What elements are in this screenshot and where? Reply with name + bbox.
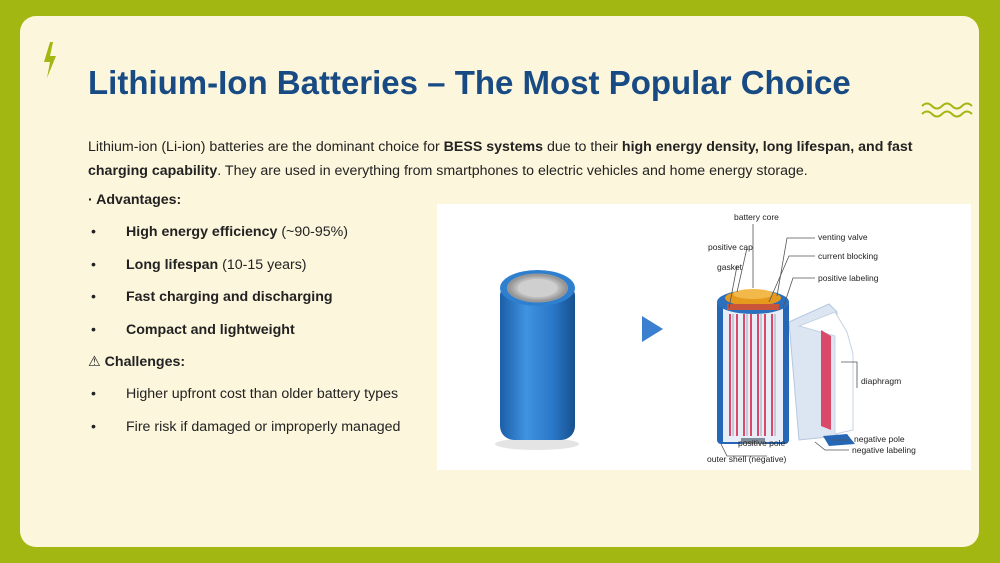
bullet: • — [91, 321, 96, 338]
list-item: • Long lifespan (10-15 years) — [88, 254, 448, 276]
item-text: (10-15 years) — [218, 256, 307, 273]
item-text: (~90-95%) — [277, 224, 348, 240]
bullet: • — [91, 224, 96, 240]
label-positive-pole: positive pole — [738, 438, 786, 448]
list-item: • Higher upfront cost than older battery … — [88, 383, 448, 405]
item-bold: Long lifespan — [126, 256, 219, 273]
intro-text-3: . They are used in everything from smart… — [217, 163, 808, 179]
intro-paragraph: Lithium-ion (Li-ion) batteries are the d… — [88, 135, 923, 183]
intro-bold-1: BESS systems — [443, 139, 544, 155]
triangle-arrow-icon — [642, 316, 663, 342]
intro-text-2: due to their — [543, 139, 622, 155]
bullet: • — [91, 418, 96, 435]
label-current-blocking: current blocking — [818, 251, 878, 261]
challenges-heading: ⚠ Challenges: — [88, 354, 186, 370]
item-bold: High energy efficiency — [126, 224, 278, 240]
battery-cell-image — [495, 270, 579, 450]
label-negative-pole: negative pole — [854, 434, 905, 444]
battery-diagram: battery core venting valve positive cap … — [437, 204, 971, 470]
label-diaphragm: diaphragm — [861, 376, 901, 386]
bullet: • — [91, 289, 96, 305]
wave-icon — [921, 102, 973, 118]
list-item: • Fast charging and discharging — [88, 286, 448, 308]
slide-card: Lithium-Ion Batteries – The Most Popular… — [20, 16, 979, 547]
label-gasket: gasket — [717, 262, 743, 272]
label-battery-core: battery core — [734, 212, 779, 222]
battery-diagram-svg: battery core venting valve positive cap … — [495, 212, 916, 464]
bullet: • — [91, 386, 96, 402]
page-title: Lithium-Ion Batteries – The Most Popular… — [88, 64, 851, 101]
item-text: Higher upfront cost than older battery t… — [126, 386, 399, 402]
lightning-bolt-icon — [44, 42, 56, 78]
list-item: • Compact and lightweight — [88, 319, 448, 341]
bullet: • — [91, 256, 96, 273]
label-outer-shell: outer shell (negative) — [707, 454, 787, 464]
list-item: • Fire risk if damaged or improperly mana… — [88, 416, 448, 438]
feature-list: · Advantages: • High energy efficiency (~… — [88, 189, 448, 448]
label-negative-labeling: negative labeling — [852, 445, 916, 455]
label-positive-labeling: positive labeling — [818, 273, 879, 283]
item-bold: Compact and lightweight — [126, 321, 295, 338]
label-positive-cap: positive cap — [708, 242, 753, 252]
item-bold: Fast charging and discharging — [126, 289, 333, 305]
list-item: • High energy efficiency (~90-95%) — [88, 221, 448, 243]
advantages-heading: · Advantages: — [88, 192, 182, 208]
intro-text-1: Lithium-ion (Li-ion) batteries are the d… — [88, 139, 444, 155]
cutaway-cell — [717, 289, 855, 446]
item-text: Fire risk if damaged or improperly manag… — [126, 418, 401, 435]
label-venting-valve: venting valve — [818, 232, 868, 242]
intro-bold-2: high energy density, long lifespan, and … — [88, 139, 913, 179]
